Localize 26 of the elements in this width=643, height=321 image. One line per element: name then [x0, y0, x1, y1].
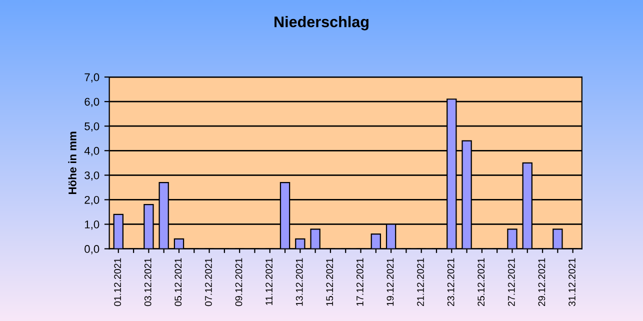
x-tick-label: 27.12.2021 — [508, 258, 515, 306]
x-tick-label: 19.12.2021 — [386, 258, 394, 306]
x-tick-label: 29.12.2021 — [538, 258, 546, 306]
y-tick-label: 0,0 — [84, 245, 100, 254]
x-tick-label: 23.12.2021 — [447, 258, 454, 306]
y-axis-title: Höhe in mm — [68, 132, 76, 194]
x-tick-label: 25.12.2021 — [478, 258, 485, 306]
x-tick-label: 05.12.2021 — [174, 258, 182, 306]
y-tick-label: 1,0 — [84, 220, 100, 230]
y-tick-label: 2,0 — [84, 196, 100, 206]
x-tick-label: 07.12.2021 — [205, 258, 212, 306]
y-tick-label: 3,0 — [84, 171, 100, 181]
x-tick-label: 11.12.2021 — [266, 258, 272, 305]
y-tick-label: 5,0 — [84, 122, 100, 132]
y-tick-label: 7,0 — [84, 73, 100, 82]
x-tick-label: 15.12.2021 — [326, 258, 334, 306]
y-tick-label: 4,0 — [84, 146, 100, 156]
x-tick-label: 09.12.2021 — [235, 258, 242, 306]
x-tick-label: 17.12.2021 — [356, 258, 364, 306]
x-tick-label: 13.12.2021 — [296, 258, 303, 306]
x-tick-label: 31.12.2021 — [568, 258, 576, 306]
y-tick-label: 6,0 — [84, 98, 100, 108]
x-tick-label: 01.12.2021 — [114, 258, 122, 306]
chart-title: Niederschlag — [274, 16, 368, 30]
x-tick-label: 03.12.2021 — [144, 258, 152, 306]
x-tick-label: 21.12.2021 — [417, 258, 424, 306]
